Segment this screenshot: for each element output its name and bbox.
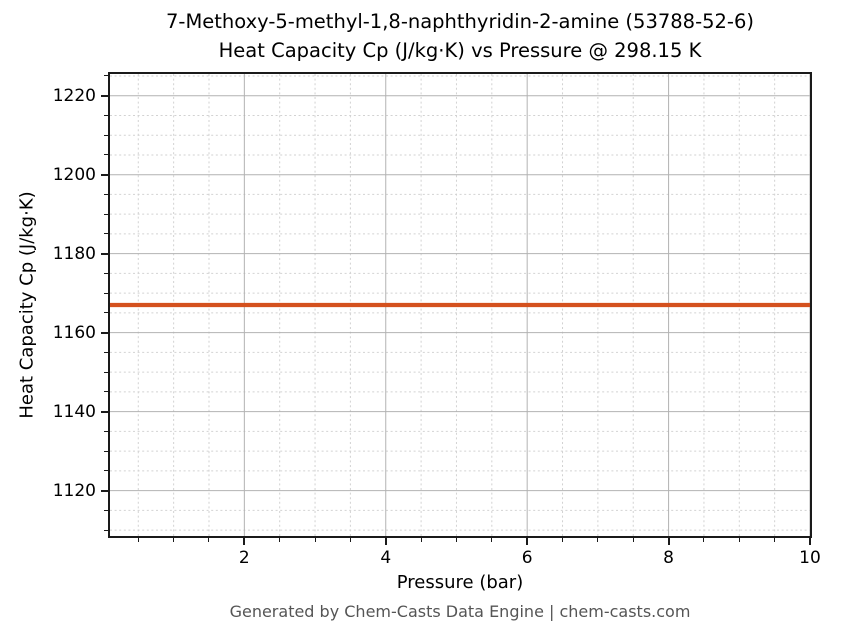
y-minor-tick — [104, 154, 108, 156]
y-major-tick — [101, 331, 108, 334]
y-minor-tick — [104, 470, 108, 472]
x-major-tick — [667, 538, 670, 545]
x-minor-tick — [455, 538, 457, 542]
y-tick-label: 1120 — [52, 480, 96, 501]
y-minor-tick — [104, 233, 108, 235]
y-minor-tick — [104, 272, 108, 274]
plot-area — [108, 72, 812, 538]
y-minor-tick — [104, 292, 108, 294]
y-tick-label: 1220 — [52, 85, 96, 106]
y-minor-tick — [104, 450, 108, 452]
y-major-tick — [101, 173, 108, 176]
x-minor-tick — [208, 538, 210, 542]
y-tick-label: 1200 — [52, 164, 96, 185]
y-minor-tick — [104, 509, 108, 511]
x-tick-label: 2 — [238, 548, 250, 568]
chart-title: 7-Methoxy-5-methyl-1,8-naphthyridin-2-am… — [74, 8, 846, 65]
x-minor-tick — [279, 538, 281, 542]
footer-credit: Generated by Chem-Casts Data Engine | ch… — [229, 602, 691, 621]
y-minor-tick — [104, 351, 108, 353]
x-major-tick — [526, 538, 529, 545]
x-major-tick — [809, 538, 811, 545]
chart-title-line2: Heat Capacity Cp (J/kg·K) vs Pressure @ … — [218, 38, 702, 62]
x-minor-tick — [173, 538, 175, 542]
x-minor-tick — [597, 538, 599, 542]
x-minor-tick — [738, 538, 740, 542]
y-minor-tick — [104, 134, 108, 136]
y-minor-tick — [104, 213, 108, 215]
x-axis-label: Pressure (bar) — [396, 572, 524, 593]
y-minor-tick — [104, 75, 108, 77]
y-tick-label: 1180 — [52, 243, 96, 264]
x-minor-tick — [703, 538, 705, 542]
x-minor-tick — [491, 538, 493, 542]
x-minor-tick — [632, 538, 634, 542]
x-tick-label: 10 — [799, 548, 821, 568]
y-minor-tick — [104, 193, 108, 195]
y-minor-tick — [104, 529, 108, 531]
x-minor-tick — [774, 538, 776, 542]
x-minor-tick — [420, 538, 422, 542]
y-major-tick — [101, 252, 108, 255]
x-minor-tick — [137, 538, 139, 542]
chart-title-line1: 7-Methoxy-5-methyl-1,8-naphthyridin-2-am… — [166, 10, 754, 33]
y-tick-label: 1160 — [52, 322, 96, 343]
y-major-tick — [101, 489, 108, 492]
y-minor-tick — [104, 391, 108, 393]
plot-canvas — [110, 74, 810, 536]
x-minor-tick — [349, 538, 351, 542]
y-major-tick — [101, 410, 108, 413]
x-tick-label: 6 — [521, 548, 533, 568]
x-minor-tick — [562, 538, 564, 542]
y-minor-tick — [104, 312, 108, 314]
x-major-tick — [243, 538, 246, 545]
y-minor-tick — [104, 430, 108, 432]
x-major-tick — [384, 538, 387, 545]
y-minor-tick — [104, 114, 108, 116]
y-major-tick — [101, 94, 108, 97]
x-tick-label: 4 — [380, 548, 392, 568]
y-axis-label: Heat Capacity Cp (J/kg·K) — [16, 191, 38, 419]
x-tick-label: 8 — [663, 548, 674, 568]
x-minor-tick — [314, 538, 316, 542]
y-minor-tick — [104, 371, 108, 373]
y-tick-label: 1140 — [52, 401, 96, 422]
